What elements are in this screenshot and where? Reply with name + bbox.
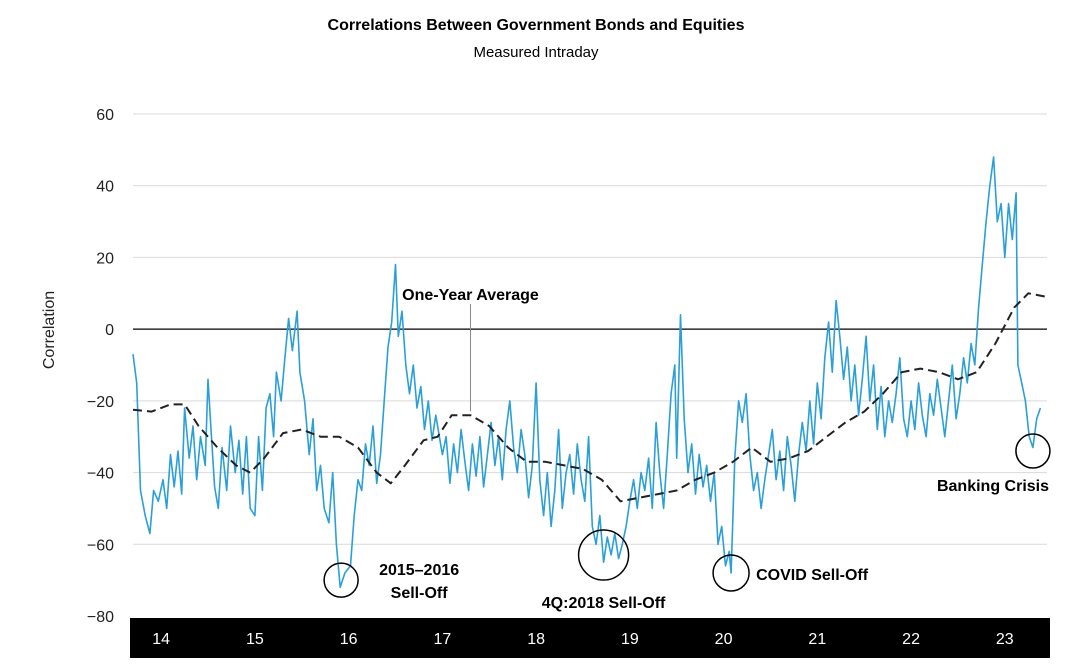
y-tick-labels: 60 40 20 0 −20 −40 −60 −80 xyxy=(87,107,114,626)
y-tick-label: 20 xyxy=(96,250,114,267)
x-tick-label: 20 xyxy=(715,631,733,648)
annotation-circle xyxy=(1015,433,1051,469)
annotation-banking-crisis: Banking Crisis xyxy=(937,478,1049,495)
annotation-4q-2018: 4Q:2018 Sell-Off xyxy=(542,595,666,612)
annotations: One-Year Average 2015–2016 Sell-Off 4Q:2018… xyxy=(323,287,1051,612)
x-tick-label: 21 xyxy=(808,631,826,648)
gridlines xyxy=(133,113,1047,545)
x-tick-label: 23 xyxy=(996,631,1014,648)
y-tick-label: 0 xyxy=(105,322,114,339)
x-axis: 14 15 16 17 18 19 20 21 22 23 xyxy=(130,618,1050,658)
y-axis-label: Correlation xyxy=(41,291,58,369)
x-tick-label: 14 xyxy=(152,631,170,648)
annotation-circle xyxy=(577,529,630,581)
y-tick-label: −80 xyxy=(87,609,114,626)
x-tick-label: 19 xyxy=(621,631,639,648)
annotation-2015-2016-line1: 2015–2016 xyxy=(379,562,459,579)
x-tick-label: 15 xyxy=(246,631,264,648)
y-tick-label: −40 xyxy=(87,466,114,483)
x-tick-label: 22 xyxy=(902,631,920,648)
annotation-one-year-average: One-Year Average xyxy=(402,287,539,304)
y-tick-label: −20 xyxy=(87,394,114,411)
x-tick-label: 16 xyxy=(340,631,358,648)
x-axis-band xyxy=(130,618,1050,658)
annotation-2015-2016-line2: Sell-Off xyxy=(391,585,449,602)
annotation-circle xyxy=(323,562,359,598)
y-tick-label: 40 xyxy=(96,179,114,196)
correlation-line xyxy=(132,156,1042,589)
y-tick-label: −60 xyxy=(87,537,114,554)
series-lines xyxy=(132,156,1048,589)
one-year-average-line xyxy=(132,292,1048,503)
chart-subtitle: Measured Intraday xyxy=(473,44,599,61)
annotation-covid: COVID Sell-Off xyxy=(756,567,869,584)
x-tick-label: 17 xyxy=(433,631,451,648)
annotation-circle xyxy=(712,554,750,592)
chart-title: Correlations Between Government Bonds an… xyxy=(327,17,745,34)
y-tick-label: 60 xyxy=(96,107,114,124)
x-tick-label: 18 xyxy=(527,631,545,648)
